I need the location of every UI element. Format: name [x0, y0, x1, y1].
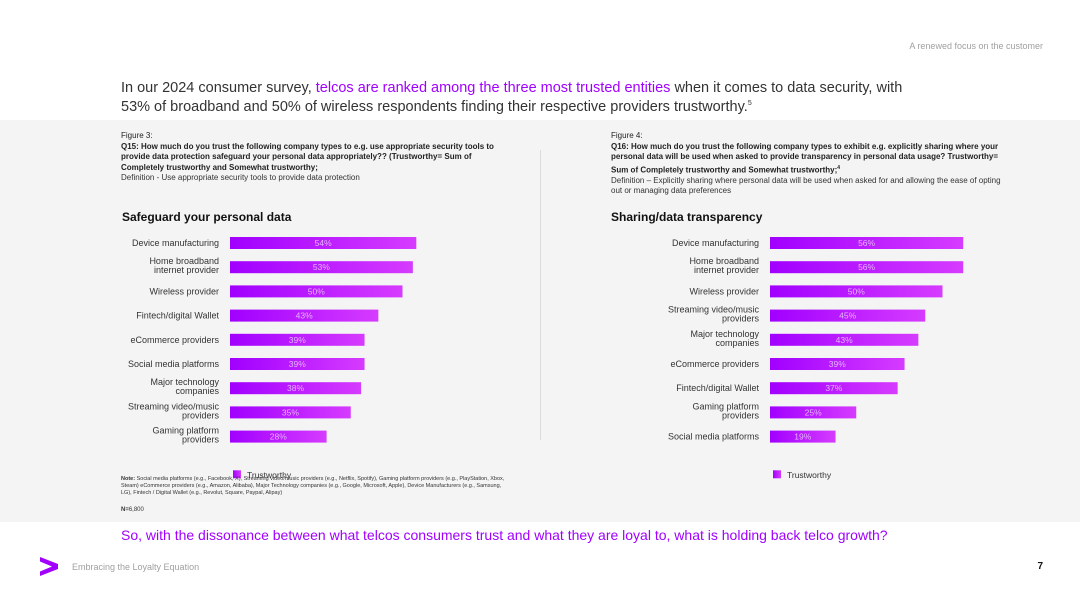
chart-note: Note: Social media platforms (e.g., Face…: [121, 476, 511, 497]
legend-swatch: [233, 470, 241, 479]
headline-highlight: telcos are ranked among the three most t…: [315, 80, 671, 96]
bar-value-label: 56%: [858, 238, 875, 248]
category-label: Home broadband internet provider: [689, 256, 759, 275]
bar-value-label: 28%: [270, 432, 287, 442]
bar: [230, 285, 403, 298]
bar-value-label: 38%: [287, 383, 304, 393]
chart-right-title: Sharing/data transparency: [611, 210, 763, 224]
chart-left-title: Safeguard your personal data: [122, 210, 292, 224]
category-label: Streaming video/music providers: [128, 401, 220, 420]
bar-value-label: 45%: [839, 311, 856, 321]
category-label: Device manufacturing: [672, 238, 759, 248]
bar-value-label: 19%: [794, 432, 811, 442]
bar: [770, 237, 964, 249]
bar: [770, 285, 943, 298]
category-label: eCommerce providers: [670, 359, 759, 369]
category-label: Major technology companies: [690, 329, 759, 348]
bar: [230, 333, 365, 346]
figure-4-footnote: 4: [837, 164, 841, 171]
sample-size: N=6,800: [121, 507, 144, 513]
headline-part2: when it comes to data security, with 53%…: [121, 80, 903, 115]
bar: [230, 237, 417, 249]
bar: [230, 430, 327, 443]
category-label: Device manufacturing: [132, 238, 219, 248]
category-label: Wireless provider: [149, 286, 219, 296]
bar-value-label: 43%: [296, 311, 313, 321]
bar: [770, 333, 919, 346]
headline-footnote: 5: [747, 100, 752, 107]
panel-divider: [540, 150, 541, 440]
bar: [230, 406, 351, 419]
bar-value-label: 54%: [315, 238, 332, 248]
legend-label: Trustworthy: [787, 470, 832, 480]
headline-part1: In our 2024 consumer survey,: [121, 80, 316, 96]
figure-4-question-text: Q16: How much do you trust the following…: [611, 141, 999, 175]
bottom-question: So, with the dissonance between what tel…: [121, 527, 888, 543]
bar-value-label: 39%: [289, 359, 306, 369]
figure-3-caption: Figure 3: Q15: How much do you trust the…: [121, 131, 501, 184]
category-label: Home broadband internet provider: [149, 256, 219, 275]
figure-3-label: Figure 3:: [121, 131, 153, 140]
figure-3-question: Q15: How much do you trust the following…: [121, 141, 494, 172]
figure-4-definition: Definition – Explicitly sharing where pe…: [611, 175, 1001, 196]
bar: [770, 358, 905, 370]
bar-value-label: 50%: [848, 286, 865, 296]
category-label: Wireless provider: [689, 286, 759, 296]
bar: [770, 309, 926, 322]
bar: [770, 261, 964, 274]
bar: [770, 382, 898, 395]
header-tagline: A renewed focus on the customer: [909, 41, 1043, 51]
bar-value-label: 39%: [829, 359, 846, 369]
chart-safeguard: Device manufacturing 54% Home broadband int…: [128, 237, 417, 480]
bar: [770, 406, 857, 419]
bar-value-label: 25%: [805, 407, 822, 417]
category-label: eCommerce providers: [130, 335, 219, 345]
legend-label: Trustworthy: [247, 470, 292, 480]
headline: In our 2024 consumer survey, telcos are …: [121, 80, 921, 115]
sample-size-value: 6,800: [128, 507, 144, 513]
footer-title: Embracing the Loyalty Equation: [72, 562, 200, 572]
category-label: Fintech/digital Wallet: [136, 311, 219, 321]
category-label: Social media platforms: [668, 432, 760, 442]
category-label: Streaming video/music providers: [668, 305, 760, 324]
bar-value-label: 53%: [313, 262, 330, 272]
figure-4-caption: Figure 4: Q16: How much do you trust the…: [611, 131, 1001, 197]
page-number: 7: [1037, 561, 1043, 572]
category-label: Fintech/digital Wallet: [676, 383, 759, 393]
category-label: Major technology companies: [150, 377, 219, 396]
figure-4-question: Q16: How much do you trust the following…: [611, 142, 1001, 176]
bar: [230, 358, 365, 370]
bar: [230, 309, 379, 322]
bar-value-label: 37%: [825, 383, 842, 393]
category-label: Gaming platform providers: [152, 426, 219, 445]
bar: [770, 430, 836, 443]
accenture-chevron-icon: [40, 557, 58, 576]
figure-3-definition: Definition - Use appropriate security to…: [121, 173, 360, 182]
note-label: Note:: [121, 476, 136, 482]
bar-value-label: 39%: [289, 335, 306, 345]
bar-value-label: 35%: [282, 407, 299, 417]
category-label: Gaming platform providers: [692, 401, 759, 420]
category-label: Social media platforms: [128, 359, 220, 369]
bar-value-label: 50%: [308, 286, 325, 296]
note-text: Social media platforms (e.g., Facebook, …: [121, 476, 505, 496]
figure-4-label: Figure 4:: [611, 131, 643, 140]
bar-value-label: 43%: [836, 335, 853, 345]
bar-value-label: 56%: [858, 262, 875, 272]
bar: [230, 261, 413, 274]
sample-size-label: N=: [121, 507, 129, 513]
legend-swatch: [773, 470, 781, 479]
bar: [230, 382, 362, 395]
chart-transparency: Device manufacturing 56% Home broadband int…: [668, 237, 964, 480]
